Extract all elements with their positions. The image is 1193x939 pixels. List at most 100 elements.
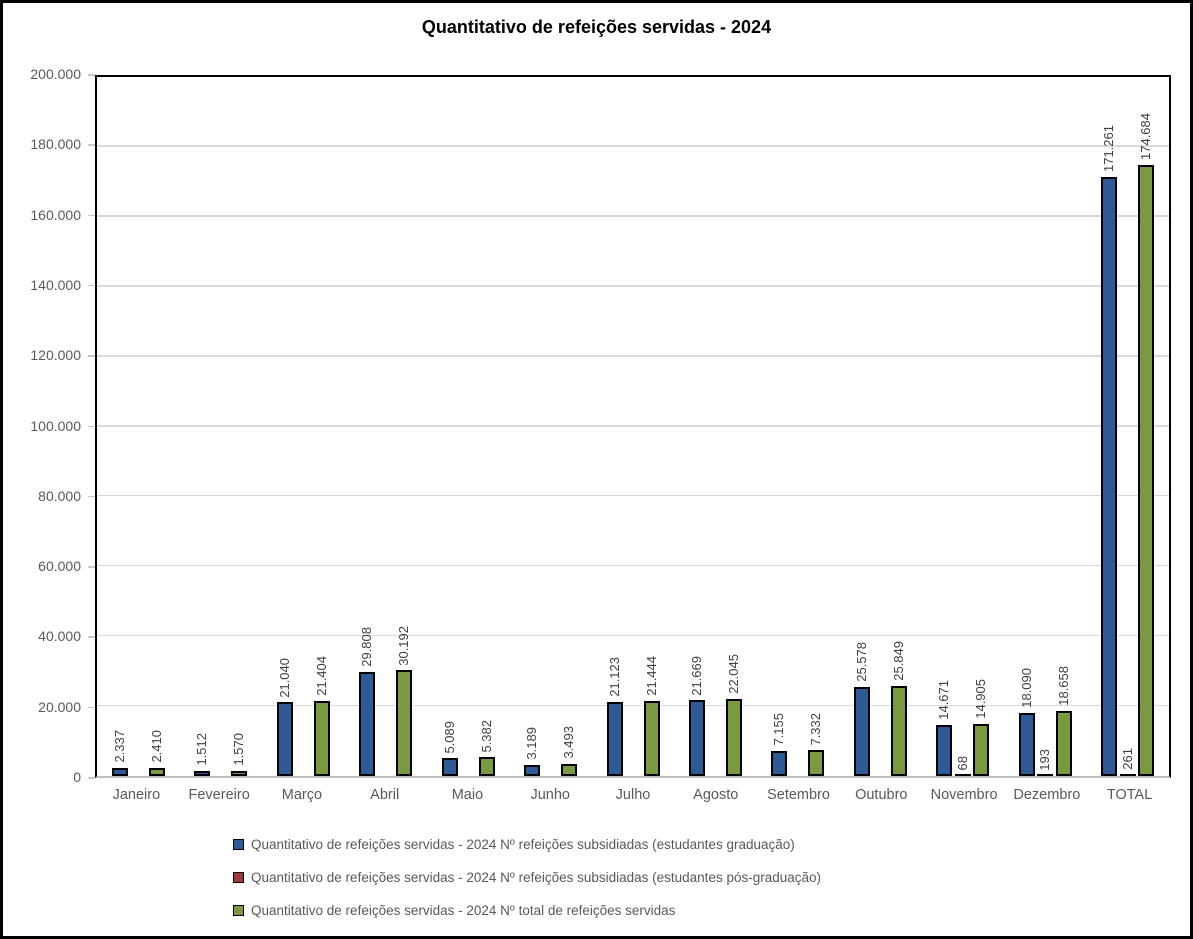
gridline [97,285,1169,287]
y-axis-tick-label: 140.000 [30,276,81,293]
x-axis-label-marco: Março [281,787,323,803]
bar-graduacao-marco [276,702,293,776]
bar-pos-graduacao-dezembro [1037,774,1054,776]
bar-total-maio [478,757,495,776]
bar-graduacao-agosto [688,700,705,776]
bar-label-graduacao-setembro: 7.155 [771,713,787,746]
y-axis-tick [88,214,95,217]
y-axis-tick [88,284,95,287]
bar-pos-graduacao-total [1119,774,1136,776]
bar-total-novembro [973,723,990,776]
gridline [97,564,1169,567]
bar-label-total-fevereiro: 1.570 [231,732,247,766]
bar-label-total-novembro: 14.905 [973,679,989,719]
bar-label-graduacao-dezembro: 18.090 [1018,668,1034,708]
bar-label-total-outubro: 25.849 [890,640,906,681]
gridline [97,145,1169,147]
y-axis-tick [88,425,95,427]
bar-graduacao-julho [606,702,623,776]
x-axis-label-setembro: Setembro [767,787,830,803]
x-axis-label-fevereiro: Fevereiro [188,787,250,803]
y-axis-tick [88,495,95,498]
bar-graduacao-fevereiro [194,770,211,776]
x-axis-label-outubro: Outubro [855,787,908,803]
y-axis-tick-label: 80.000 [38,487,81,504]
bar-label-graduacao-novembro: 14.671 [936,679,952,720]
bar-graduacao-abril [359,671,376,776]
bar-label-total-marco: 21.404 [313,656,329,697]
bar-label-graduacao-outubro: 25.578 [853,641,869,682]
bar-label-graduacao-marco: 21.040 [276,657,292,698]
bar-total-abril [396,670,413,776]
x-axis-label-maio: Maio [451,787,484,803]
x-axis-label-abril: Abril [370,787,400,803]
bar-label-total-junho: 3.493 [561,726,577,759]
bar-graduacao-novembro [936,724,953,776]
y-axis-tick-label: 180.000 [30,136,81,153]
legend-item-pos-graduacao: Quantitativo de refeições servidas - 202… [233,868,821,886]
y-axis-tick-label: 60.000 [38,558,81,575]
legend-label-graduacao: Quantitativo de refeições servidas - 202… [251,836,795,852]
bar-label-graduacao-julho: 21.123 [606,657,622,698]
bar-label-pos-graduacao-novembro: 68 [954,756,970,771]
gridline [97,704,1169,707]
bar-graduacao-setembro [771,751,788,776]
y-axis-tick [88,706,95,709]
bar-graduacao-maio [441,758,458,776]
bar-graduacao-outubro [853,686,870,776]
plot-area: 2.337 2.410 1.512 1.570 21.040 21.404 29.808 30… [95,75,1171,778]
bar-label-pos-graduacao-dezembro: 193 [1037,748,1053,771]
bar-label-graduacao-janeiro: 2.337 [111,730,127,763]
y-axis-tick [88,566,95,568]
y-axis-tick [88,777,95,779]
bar-total-fevereiro [231,770,248,776]
legend-item-graduacao: Quantitativo de refeições servidas - 202… [233,835,821,853]
bar-label-graduacao-abril: 29.808 [359,627,375,667]
bar-pos-graduacao-novembro [954,774,971,776]
bar-total-janeiro [148,767,165,776]
bar-label-total-julho: 21.444 [643,656,659,697]
legend-swatch-pos-graduacao [233,871,244,883]
bar-graduacao-junho [524,764,541,776]
bar-total-setembro [808,750,825,776]
bar-graduacao-janeiro [111,767,128,776]
bar-label-total-agosto: 22.045 [725,654,741,694]
x-axis-label-agosto: Agosto [693,787,739,803]
bar-total-junho [561,763,578,776]
bar-total-julho [643,701,660,776]
x-axis-label-dezembro: Dezembro [1013,787,1081,803]
bar-label-graduacao-agosto: 21.669 [688,655,704,696]
gridline [97,634,1169,637]
legend-label-pos-graduacao: Quantitativo de refeições servidas - 202… [251,869,821,885]
y-axis-tick-label: 20.000 [38,698,81,715]
y-axis-tick-label: 200.000 [30,66,81,82]
bar-label-total-dezembro: 18.658 [1055,666,1071,706]
bar-label-total-janeiro: 2.410 [148,730,164,763]
bar-label-total-maio: 5.382 [478,719,494,753]
gridline [97,494,1169,497]
legend-item-total: Quantitativo de refeições servidas - 202… [233,901,821,919]
bar-label-graduacao-maio: 5.089 [441,720,457,754]
bar-graduacao-dezembro [1018,712,1035,776]
bar-label-total-total: 174.684 [1138,113,1154,161]
y-axis-tick-label: 0 [73,769,81,785]
legend-swatch-total [233,904,244,916]
y-axis-tick [88,355,95,357]
bar-graduacao-total [1101,177,1118,776]
gridline [97,215,1169,217]
gridline [97,425,1169,427]
bar-label-graduacao-fevereiro: 1.512 [194,733,210,766]
x-axis-label-julho: Julho [615,787,651,803]
y-axis-tick [88,74,95,76]
x-axis-label-novembro: Novembro [930,787,998,803]
bar-total-total [1138,165,1155,776]
y-axis-tick-label: 160.000 [30,206,81,223]
bar-label-total-abril: 30.192 [396,625,412,666]
y-axis-tick [88,636,95,638]
chart-title: Quantitativo de refeições servidas - 202… [421,17,772,37]
y-axis-tick-label: 40.000 [38,628,81,645]
bar-total-outubro [890,685,907,776]
x-axis-label-janeiro: Janeiro [112,787,161,803]
y-axis-tick-label: 120.000 [30,347,81,364]
